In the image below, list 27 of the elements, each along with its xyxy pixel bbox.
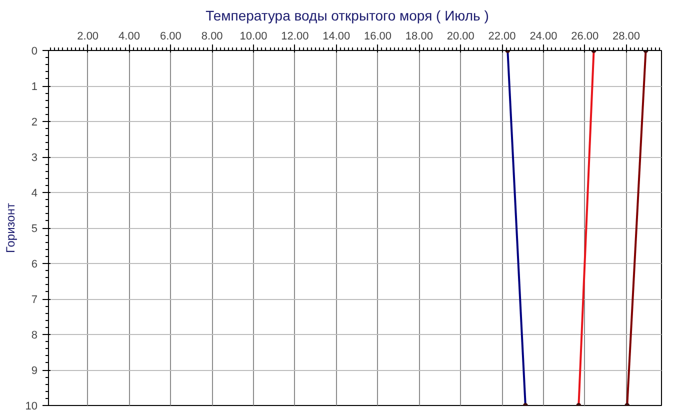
x-tick-label: 4.00 [118, 30, 140, 42]
x-tick-label: 24.00 [530, 30, 558, 42]
x-tick-label: 18.00 [405, 30, 433, 42]
y-tick-label: 2 [31, 116, 38, 128]
y-tick-label: 5 [31, 223, 38, 235]
y-tick-label: 10 [25, 400, 38, 412]
y-tick-label: 3 [31, 152, 38, 164]
y-tick-label: 7 [31, 294, 38, 306]
x-tick-label: 28.00 [612, 30, 640, 42]
x-tick-label: 26.00 [571, 30, 599, 42]
y-tick-label: 0 [31, 46, 38, 58]
y-tick-label: 1 [31, 81, 38, 93]
y-tick-label: 6 [31, 258, 38, 270]
x-tick-label: 12.00 [281, 30, 309, 42]
y-tick-label: 4 [31, 188, 38, 200]
y-tick-label: 8 [31, 330, 38, 342]
x-tick-label: 14.00 [322, 30, 350, 42]
y-axis-title: Горизонт [3, 202, 18, 253]
x-tick-label: 22.00 [488, 30, 516, 42]
y-tick-label: 9 [31, 365, 38, 377]
x-tick-label: 6.00 [160, 30, 182, 42]
x-tick-label: 8.00 [201, 30, 223, 42]
x-tick-label: 16.00 [364, 30, 392, 42]
x-tick-label: 20.00 [446, 30, 474, 42]
chart-title: Температура воды открытого моря ( Июль ) [206, 8, 489, 24]
x-tick-label: 10.00 [240, 30, 268, 42]
x-tick-label: 2.00 [77, 30, 99, 42]
